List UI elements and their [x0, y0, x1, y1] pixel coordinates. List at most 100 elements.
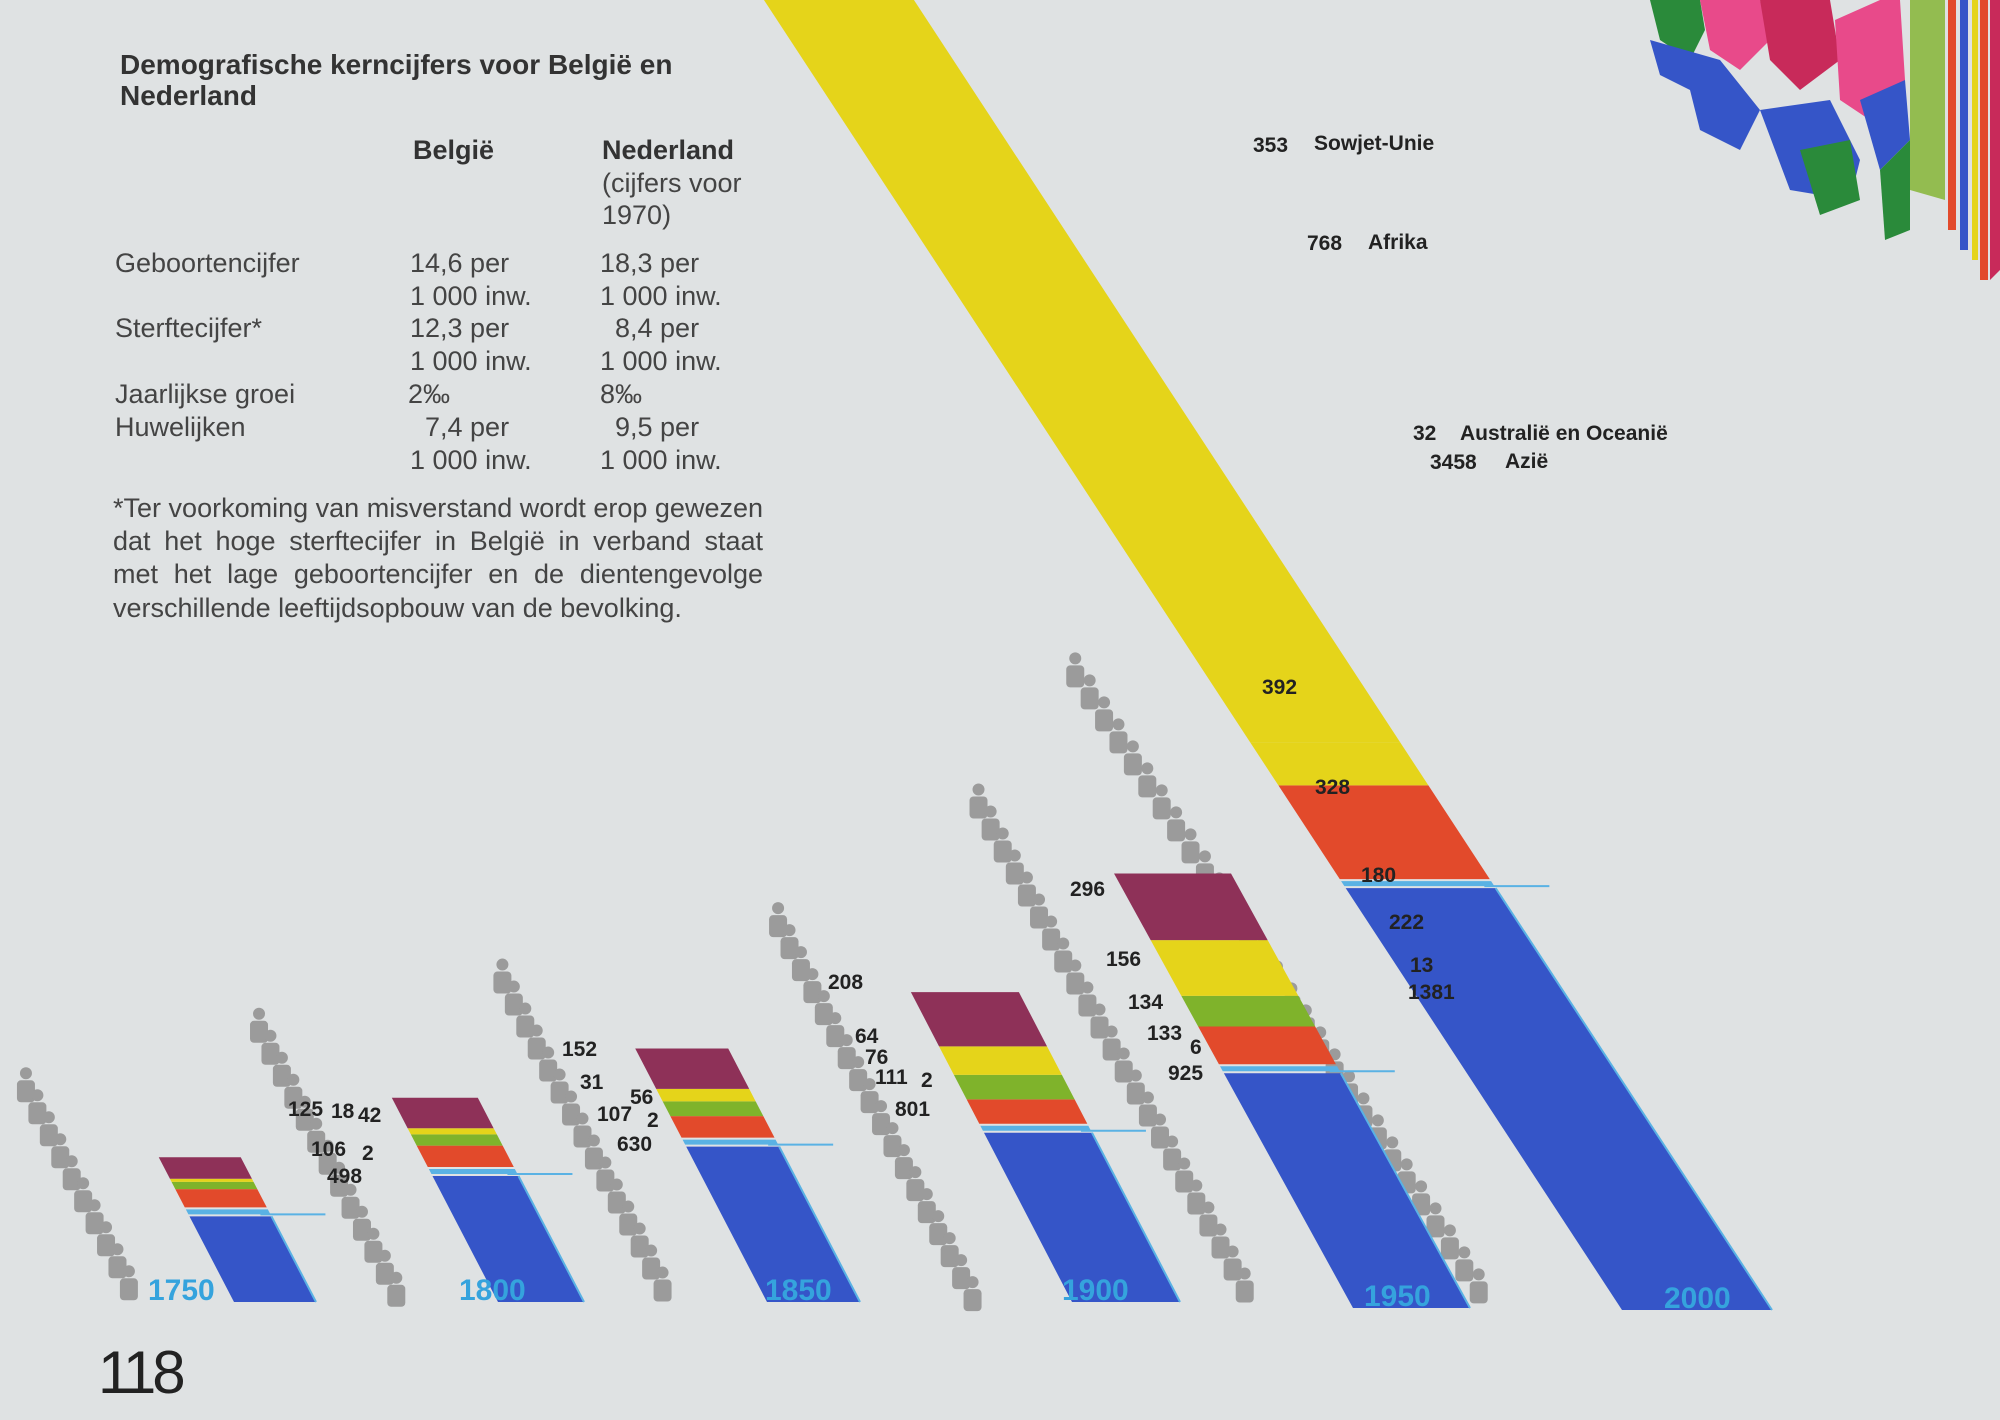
- person-figure-1900: [883, 1122, 902, 1158]
- person-figure-2000: [1167, 806, 1186, 842]
- person-body: [1005, 862, 1024, 885]
- person-figure-1750: [16, 1067, 35, 1103]
- person-head: [1008, 849, 1021, 862]
- bar-1900-series-3: [966, 1099, 1088, 1124]
- person-figure-1900: [769, 902, 788, 938]
- bar-1950-series-0: [1114, 873, 1268, 941]
- value-2000-sowjet: 353: [1253, 134, 1288, 157]
- person-figure-1950: [1030, 893, 1049, 929]
- person-head: [1178, 1157, 1191, 1170]
- person-figure-1800: [250, 1007, 269, 1043]
- population-bars: [158, 0, 1773, 1311]
- person-figure-1950: [1005, 849, 1024, 885]
- person-body: [1078, 994, 1097, 1017]
- value-1750-azie: 498: [327, 1165, 362, 1188]
- person-figure-1800: [307, 1117, 326, 1153]
- person-head: [507, 980, 520, 993]
- person-body: [562, 1103, 581, 1126]
- bar-1800-series-0: [391, 1097, 494, 1129]
- edge-1800: [517, 1175, 585, 1303]
- bar-1950-series-1: [1150, 940, 1299, 996]
- person-head: [77, 1177, 90, 1190]
- person-body: [993, 840, 1012, 863]
- cell-belgie-sterftecijfer: 12,3 per 1 000 inw.: [410, 313, 532, 376]
- bar-1800-series-5: [432, 1176, 584, 1302]
- person-figure-2000: [1080, 674, 1099, 710]
- person-body: [1167, 819, 1186, 842]
- person-head: [783, 924, 796, 937]
- person-head: [1429, 1202, 1442, 1215]
- person-head: [996, 827, 1009, 840]
- person-figure-1950: [1090, 1003, 1109, 1039]
- label-2000-sowjet: Sowjet-Unie: [1314, 132, 1434, 155]
- person-figure-2000: [1440, 1224, 1459, 1260]
- person-figure-2000: [1095, 696, 1114, 732]
- person-head: [1415, 1180, 1428, 1193]
- bar-1850-series-3: [670, 1116, 775, 1138]
- person-figure-2000: [1181, 828, 1200, 864]
- bar-1950-series-4: [1220, 1066, 1340, 1072]
- year-label-1850: 1850: [765, 1274, 832, 1307]
- value-1950-red: 222: [1389, 911, 1424, 934]
- person-head: [31, 1089, 44, 1102]
- person-body: [769, 915, 788, 938]
- value-2000-azie: 3458: [1430, 451, 1477, 474]
- year-label-1800: 1800: [459, 1274, 526, 1307]
- person-head: [610, 1178, 623, 1191]
- cell-belgie-groei: 2‰: [408, 379, 451, 409]
- person-figure-1850: [596, 1156, 615, 1192]
- person-figure-1850: [504, 980, 523, 1016]
- person-body: [352, 1218, 371, 1241]
- person-head: [955, 1254, 968, 1267]
- person-head: [943, 1232, 956, 1245]
- person-body: [74, 1190, 93, 1213]
- bar-1750-series-5: [189, 1216, 316, 1302]
- person-body: [1042, 928, 1061, 951]
- person-head: [565, 1090, 578, 1103]
- person-figure-1800: [295, 1095, 314, 1131]
- person-body: [1030, 906, 1049, 929]
- person-body: [261, 1042, 280, 1065]
- person-head: [1141, 1091, 1154, 1104]
- footnote: *Ter voorkoming van misverstand wordt er…: [113, 493, 763, 623]
- person-head: [852, 1056, 865, 1069]
- bar-1900-series-5: [983, 1132, 1180, 1302]
- person-head: [920, 1188, 933, 1201]
- person-head: [65, 1155, 78, 1168]
- person-head: [310, 1117, 323, 1130]
- person-figure-1900: [894, 1144, 913, 1180]
- person-head: [645, 1244, 658, 1257]
- col-header-nederland-sub: (cijfers voor 1970): [602, 168, 742, 230]
- person-figure-2000: [1066, 652, 1085, 688]
- bar-1800-series-2: [410, 1134, 503, 1146]
- value-1900-green: 134: [1128, 991, 1163, 1014]
- person-head: [275, 1051, 288, 1064]
- person-head: [122, 1265, 135, 1278]
- person-head: [829, 1012, 842, 1025]
- bar-1750-series-0: [158, 1157, 252, 1179]
- person-head: [840, 1034, 853, 1047]
- map-fragment-decoration: [1650, 0, 2000, 280]
- person-body: [51, 1146, 70, 1169]
- person-head: [367, 1227, 380, 1240]
- person-figure-1900: [826, 1012, 845, 1048]
- person-figure-1950: [1102, 1025, 1121, 1061]
- person-figure-1750: [51, 1133, 70, 1169]
- person-head: [1020, 871, 1033, 884]
- bar-2000-top-extension: [763, 0, 1401, 743]
- person-head: [897, 1144, 910, 1157]
- person-figure-1950: [1175, 1157, 1194, 1193]
- value-1850-green: 76: [865, 1046, 888, 1069]
- person-head: [966, 1276, 979, 1289]
- value-1800-yellow: 31: [580, 1071, 604, 1094]
- person-body: [62, 1168, 81, 1191]
- person-body: [849, 1069, 868, 1092]
- person-head: [1126, 740, 1139, 753]
- person-figure-2000: [1426, 1202, 1445, 1238]
- bar-1800-series-3: [416, 1145, 514, 1167]
- person-head: [886, 1122, 899, 1135]
- person-body: [860, 1091, 879, 1114]
- person-figure-1950: [1054, 937, 1073, 973]
- person-figure-1950: [1066, 959, 1085, 995]
- person-figure-1950: [1163, 1135, 1182, 1171]
